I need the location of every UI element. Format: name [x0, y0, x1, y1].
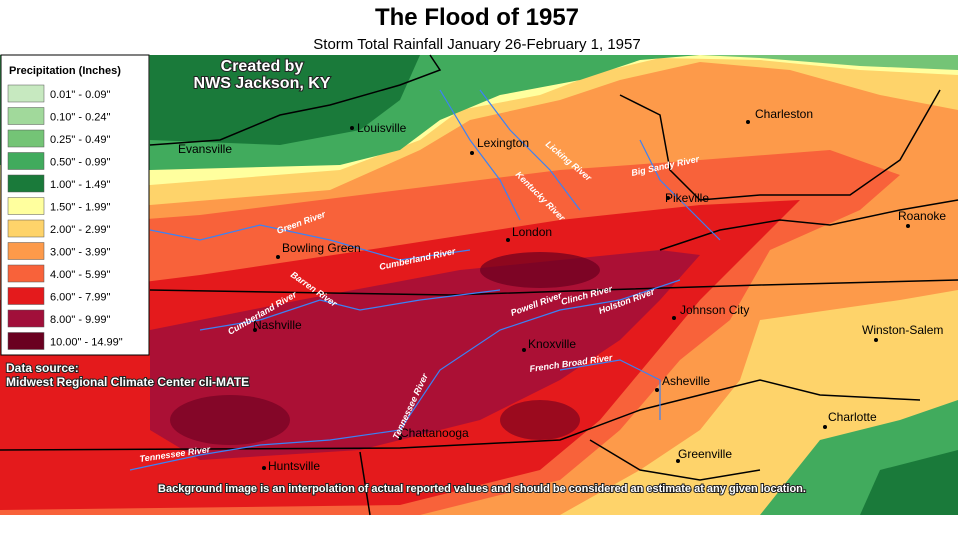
- legend-label: 10.00" - 14.99": [50, 337, 123, 349]
- legend-label: 2.00" - 2.99": [50, 224, 110, 236]
- credit: Created by: [221, 58, 304, 75]
- legend-swatch: [7, 242, 45, 260]
- city-label: Charleston: [755, 107, 813, 121]
- legend-swatch: [7, 219, 45, 238]
- legend-swatch: [7, 309, 45, 328]
- city-dot: [398, 436, 402, 440]
- city-label: Bowling Green: [282, 241, 361, 255]
- city-label: Asheville: [662, 374, 710, 388]
- footnote: Background image is an interpolation of …: [158, 483, 806, 495]
- legend-swatch: [7, 174, 45, 193]
- credit: NWS Jackson, KY: [194, 75, 331, 92]
- legend-swatch: [7, 84, 45, 103]
- city-label: Roanoke: [898, 209, 946, 223]
- city-dot: [350, 126, 354, 130]
- city-label: Knoxville: [528, 337, 576, 351]
- legend-swatch: [7, 332, 45, 350]
- city-label: Lexington: [477, 136, 529, 150]
- city-dot: [262, 466, 266, 470]
- data-source: Data source:: [6, 361, 79, 375]
- city-dot: [746, 120, 750, 124]
- legend-swatch: [7, 129, 45, 148]
- legend-swatch: [7, 107, 45, 125]
- city-dot: [470, 151, 474, 155]
- city-dot: [655, 388, 659, 392]
- city-dot: [676, 459, 680, 463]
- city-dot: [666, 196, 670, 200]
- subtitle: Storm Total Rainfall January 26-February…: [313, 36, 640, 53]
- city-label: Chattanooga: [400, 426, 469, 440]
- city-label: Nashville: [253, 318, 302, 332]
- city-label: Louisville: [357, 121, 407, 135]
- legend-label: 0.50" - 0.99": [50, 157, 110, 169]
- city-label: Pikeville: [665, 191, 709, 205]
- legend-title: Precipitation (Inches): [9, 65, 121, 77]
- city-dot: [276, 255, 280, 259]
- city-dot: [522, 348, 526, 352]
- legend-label: 3.00" - 3.99": [50, 247, 110, 259]
- legend-label: 0.01" - 0.09": [50, 89, 110, 101]
- legend-swatch: [7, 287, 45, 305]
- city-label: Evansville: [178, 142, 232, 156]
- legend-swatch: [7, 264, 45, 283]
- legend-label: 8.00" - 9.99": [50, 314, 110, 326]
- legend-label: 0.25" - 0.49": [50, 134, 110, 146]
- legend-swatch: [7, 152, 45, 170]
- city-dot: [874, 338, 878, 342]
- city-dot: [253, 328, 257, 332]
- city-label: Greenville: [678, 447, 732, 461]
- city-label: Johnson City: [680, 303, 749, 317]
- city-label: Huntsville: [268, 459, 320, 473]
- rainfall-map: [0, 54, 959, 516]
- city-dot: [506, 238, 510, 242]
- legend-label: 1.50" - 1.99": [50, 202, 110, 214]
- legend-label: 6.00" - 7.99": [50, 292, 110, 304]
- city-label: Charlotte: [828, 410, 877, 424]
- city-dot: [823, 425, 827, 429]
- title: The Flood of 1957: [375, 4, 579, 31]
- city-dot: [906, 224, 910, 228]
- city-label: London: [512, 225, 552, 239]
- legend-label: 0.10" - 0.24": [50, 112, 110, 124]
- legend-label: 1.00" - 1.49": [50, 179, 110, 191]
- city-label: Winston-Salem: [862, 323, 943, 337]
- data-source: Midwest Regional Climate Center cli-MATE: [6, 375, 249, 389]
- legend-swatch: [7, 197, 45, 215]
- city-dot: [672, 316, 676, 320]
- legend-label: 4.00" - 5.99": [50, 269, 110, 281]
